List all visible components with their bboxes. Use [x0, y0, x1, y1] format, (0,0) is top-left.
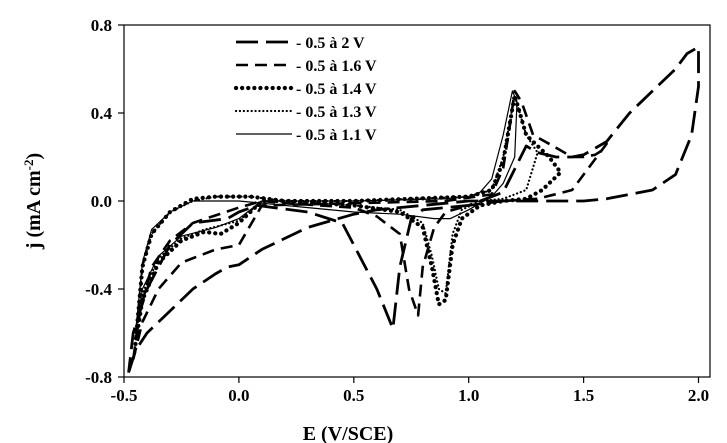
- x-tick-label: 1.5: [573, 386, 594, 405]
- y-axis-label: j (mA cm-2): [21, 153, 46, 250]
- y-tick-label: -0.4: [85, 280, 112, 299]
- x-axis-label: E (V/SCE): [303, 423, 394, 443]
- y-tick-label: -0.8: [85, 368, 112, 387]
- axes-layer: -0.5 0.0 0.5 1.0 1.5 2.0 -0.8 -0.4 0.0 0.4 0.8: [85, 16, 709, 405]
- x-tick-label: 0.5: [343, 386, 364, 405]
- series-line-1: [127, 45, 700, 374]
- legend-label-3: - 0.5 à 1.4 V: [296, 81, 377, 98]
- y-axis-label-main: j (mA cm: [23, 170, 45, 250]
- legend-label-1: - 0.5 à 2 V: [296, 35, 365, 52]
- x-tick-label: 0.0: [228, 386, 249, 405]
- legend-label-4: - 0.5 à 1.3 V: [296, 104, 377, 121]
- y-tick-label: 0.0: [91, 192, 112, 211]
- x-tick-label: -0.5: [111, 386, 138, 405]
- x-tick-label: 1.0: [458, 386, 479, 405]
- series-layer: [127, 45, 700, 374]
- y-axis-label-close: ): [23, 153, 45, 160]
- y-tick-label: 0.8: [91, 16, 112, 35]
- legend-label-2: - 0.5 à 1.6 V: [296, 58, 377, 75]
- legend: - 0.5 à 2 V - 0.5 à 1.6 V - 0.5 à 1.4 V - 0…: [233, 35, 377, 144]
- series-line-4: [134, 94, 539, 339]
- y-axis-label-sup: -2: [21, 159, 36, 170]
- series-line-5: [134, 90, 518, 334]
- legend-label-5: - 0.5 à 1.1 V: [296, 127, 377, 144]
- x-tick-label: 2.0: [688, 386, 709, 405]
- y-tick-label: 0.4: [91, 104, 113, 123]
